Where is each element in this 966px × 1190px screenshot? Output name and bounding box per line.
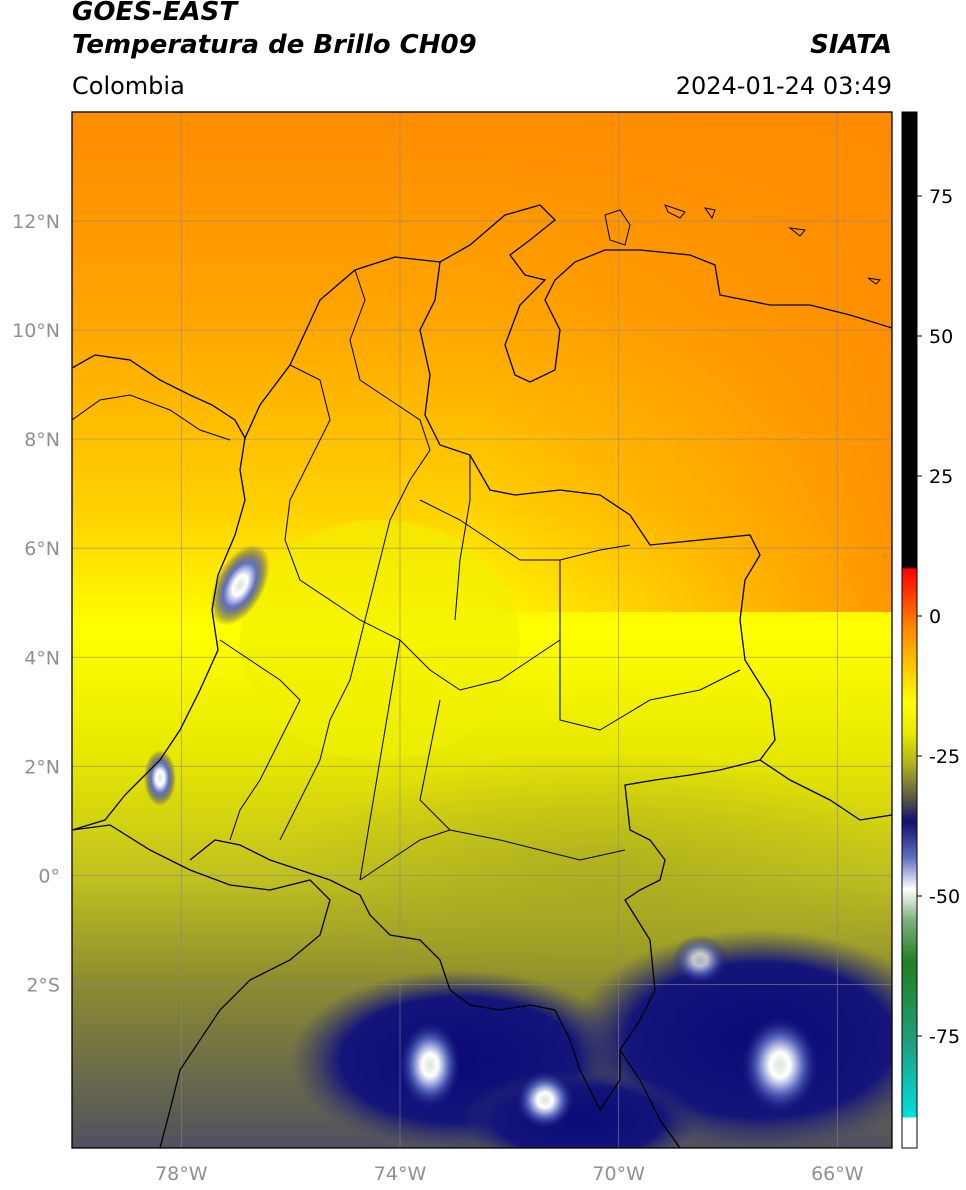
datetime-label: 2024-01-24 03:49 [675, 72, 892, 100]
colorbar-tick-label: 75 [929, 186, 953, 208]
dept-borders-2 [279, 269, 431, 841]
lat-tick-label: 10°N [12, 320, 60, 342]
panama-coast [72, 394, 231, 441]
colorbar [901, 111, 918, 1149]
colombia-brazil-border [599, 759, 761, 1111]
lat-tick-label: 8°N [24, 429, 60, 451]
dept-borders-1 [284, 364, 561, 691]
latitude-labels: 12°N 10°N 8°N 6°N 4°N 2°N 0° 2°S [12, 211, 60, 996]
colorbar-tick-label: 25 [929, 466, 953, 488]
colorbar-tick-label: 0 [929, 606, 941, 628]
lat-tick-label: 0° [38, 865, 60, 887]
lon-tick-label: 70°W [592, 1163, 645, 1185]
dept-borders-4 [419, 699, 626, 861]
lat-tick-label: 2°S [26, 974, 60, 996]
colorbar-ticks: 75 50 25 0 -25 -50 -75 [917, 186, 960, 1048]
temperature-field [72, 112, 892, 1148]
colorbar-tick-label: -75 [929, 1026, 960, 1048]
colorbar-tick-label: 50 [929, 326, 953, 348]
colorbar-tick-label: -50 [929, 886, 960, 908]
lon-tick-label: 66°W [811, 1163, 864, 1185]
satellite-title: GOES-EAST [72, 0, 238, 27]
islands [604, 204, 882, 285]
lat-tick-label: 4°N [24, 647, 60, 669]
dept-borders-3 [419, 499, 631, 561]
ecuador-coast [72, 824, 331, 1148]
dept-borders-7 [219, 639, 301, 841]
map-frame [71, 111, 893, 1149]
product-title: Temperatura de Brillo CH09 [72, 30, 477, 60]
colombia-peru-border [189, 839, 601, 1111]
graticule [72, 112, 892, 1148]
lon-tick-label: 74°W [374, 1163, 427, 1185]
colombia-venezuela-border [419, 261, 776, 761]
caribbean-coast [72, 204, 892, 440]
longitude-labels: 78°W 74°W 70°W 66°W [155, 1163, 864, 1185]
lat-tick-label: 6°N [24, 538, 60, 560]
peru-brazil-border [619, 1049, 681, 1148]
dept-borders-8 [359, 639, 401, 881]
dept-borders-5 [559, 560, 741, 731]
brazil-venezuela-border [759, 759, 892, 821]
region-label: Colombia [72, 72, 185, 100]
lat-tick-label: 12°N [12, 211, 60, 233]
agency-label: SIATA [810, 30, 892, 60]
lon-tick-label: 78°W [155, 1163, 208, 1185]
lat-tick-label: 2°N [24, 756, 60, 778]
dept-borders-9 [454, 455, 471, 621]
dept-borders-6 [359, 829, 451, 881]
pacific-coast [72, 437, 246, 831]
boundaries [72, 204, 892, 1148]
colorbar-tick-label: -25 [929, 746, 960, 768]
